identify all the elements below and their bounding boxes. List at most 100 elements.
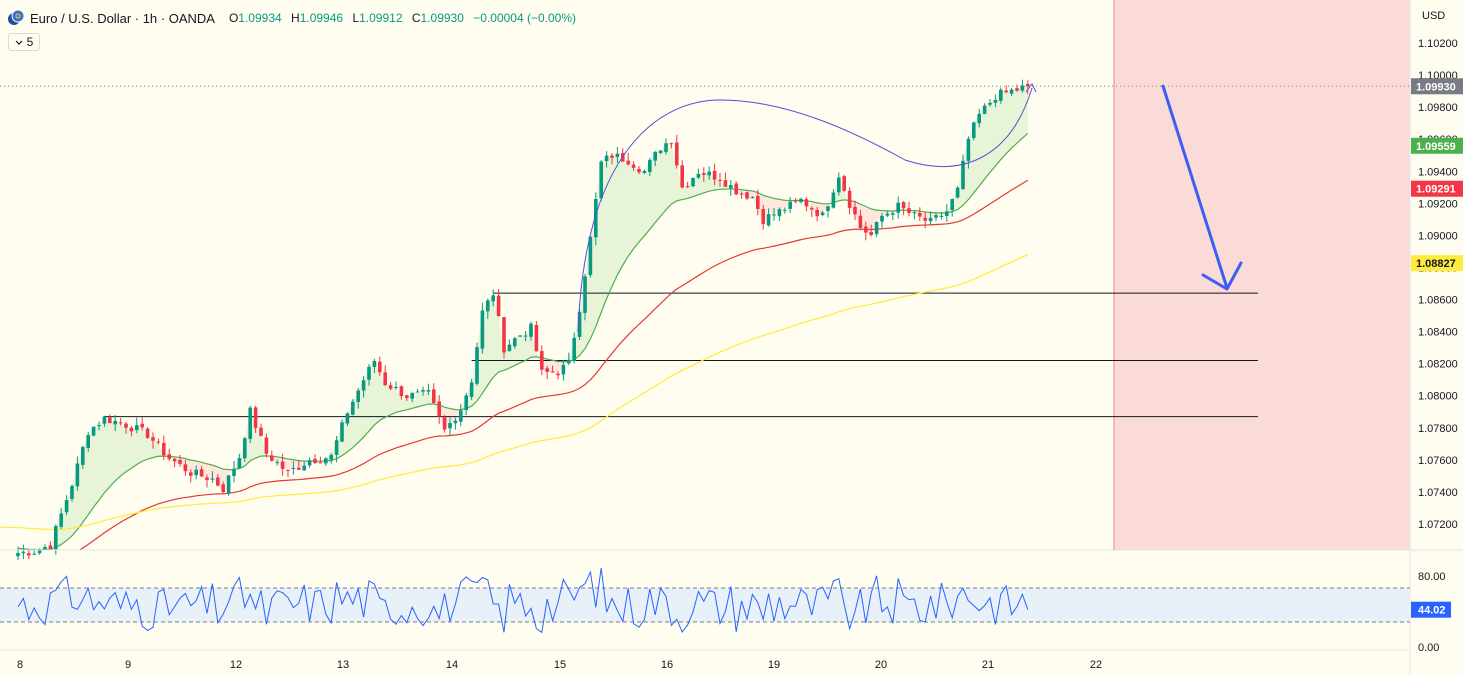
candle [59,507,63,530]
candle [361,376,366,398]
symbol-title[interactable]: Euro / U.S. Dollar · 1h · OANDA [30,10,215,26]
candle [70,484,74,502]
candle [253,405,258,433]
candle [556,371,560,380]
candle [815,206,819,222]
indicators-count: 5 [26,35,34,49]
moving-averages [0,133,1029,550]
candle [27,550,31,560]
candle [718,172,722,187]
candle [534,321,539,352]
candle [1026,80,1030,95]
candle [199,466,204,478]
candle [167,448,171,462]
candle [896,196,900,219]
curved-path-arrowhead [1025,83,1037,93]
time-tick-label: 8 [17,659,23,671]
candle [394,381,398,390]
candle [885,211,890,217]
candle [297,460,301,470]
candle [820,210,825,217]
candle [847,187,852,215]
trend-cloud-segment [806,192,834,217]
candle [135,417,139,434]
low-label: L [352,11,360,25]
candle [523,331,528,342]
candle [1015,84,1019,92]
candle [837,172,841,196]
candle [415,388,420,393]
candle [442,414,447,433]
candle [540,345,544,376]
candle [221,481,225,495]
price-tick-label: 1.07800 [1418,423,1458,435]
candle [324,457,328,467]
candle [378,356,382,376]
price-tick-label: 1.08200 [1418,359,1458,371]
candle [232,460,236,483]
price-tick-label: 1.07200 [1418,519,1458,531]
candle [826,205,830,218]
price-tag: 1.09291 [1411,180,1463,197]
high-label: H [291,11,300,25]
candle [48,541,53,550]
candle [923,211,927,229]
candle [64,495,69,516]
candle [631,161,636,171]
candle [286,469,290,477]
time-tick-label: 13 [337,659,349,671]
indicators-collapse-button[interactable]: 5 [8,33,40,51]
price-tick-label: 1.09800 [1418,102,1458,114]
candle [977,108,981,128]
candle [545,365,549,379]
candle [637,166,641,175]
time-axis-ticks: 8 9 12 13 14 15 16 19 20 21 22 [17,659,1102,671]
candle [410,392,414,403]
ma-fast-line [17,133,1029,550]
candle [113,414,117,432]
high-value: 1.09946 [299,11,344,25]
candle [1009,87,1014,96]
candle [583,273,587,321]
candle [869,224,873,237]
projection-arrow[interactable] [1161,84,1229,290]
candle [183,459,188,476]
candle [680,160,684,189]
candle [577,309,582,341]
candle [145,426,150,439]
candle [102,415,107,427]
candle [993,94,998,108]
candle [275,459,279,466]
candle [572,332,576,364]
candle [761,204,765,230]
candle [189,469,193,483]
candle [712,163,717,186]
candle [151,432,155,449]
candle [1020,79,1025,93]
candle [739,191,744,199]
time-tick-label: 9 [125,659,131,671]
price-tag: 1.09930 [1411,78,1463,95]
rsi-band [0,588,1410,622]
price-tick-label: 1.09200 [1418,198,1458,210]
rsi-axis-ticks: 80.00 0.00 [1418,571,1446,654]
support-levels [104,292,1258,418]
candle [210,471,215,483]
candle [491,289,495,307]
candle [955,186,960,199]
euro-dollar-flag-icon [8,9,25,26]
candle [777,207,782,222]
trend-clouds [18,85,1028,550]
candle [480,302,485,354]
candle [334,436,339,463]
trend-cloud-segment [833,177,850,208]
candle [237,453,242,469]
ma-mid-line [78,179,1029,550]
candle [86,431,90,453]
candle [16,546,20,561]
candle [734,181,738,195]
candle [691,177,695,188]
curved-path-drawing[interactable] [577,87,1033,333]
candle [216,473,220,487]
